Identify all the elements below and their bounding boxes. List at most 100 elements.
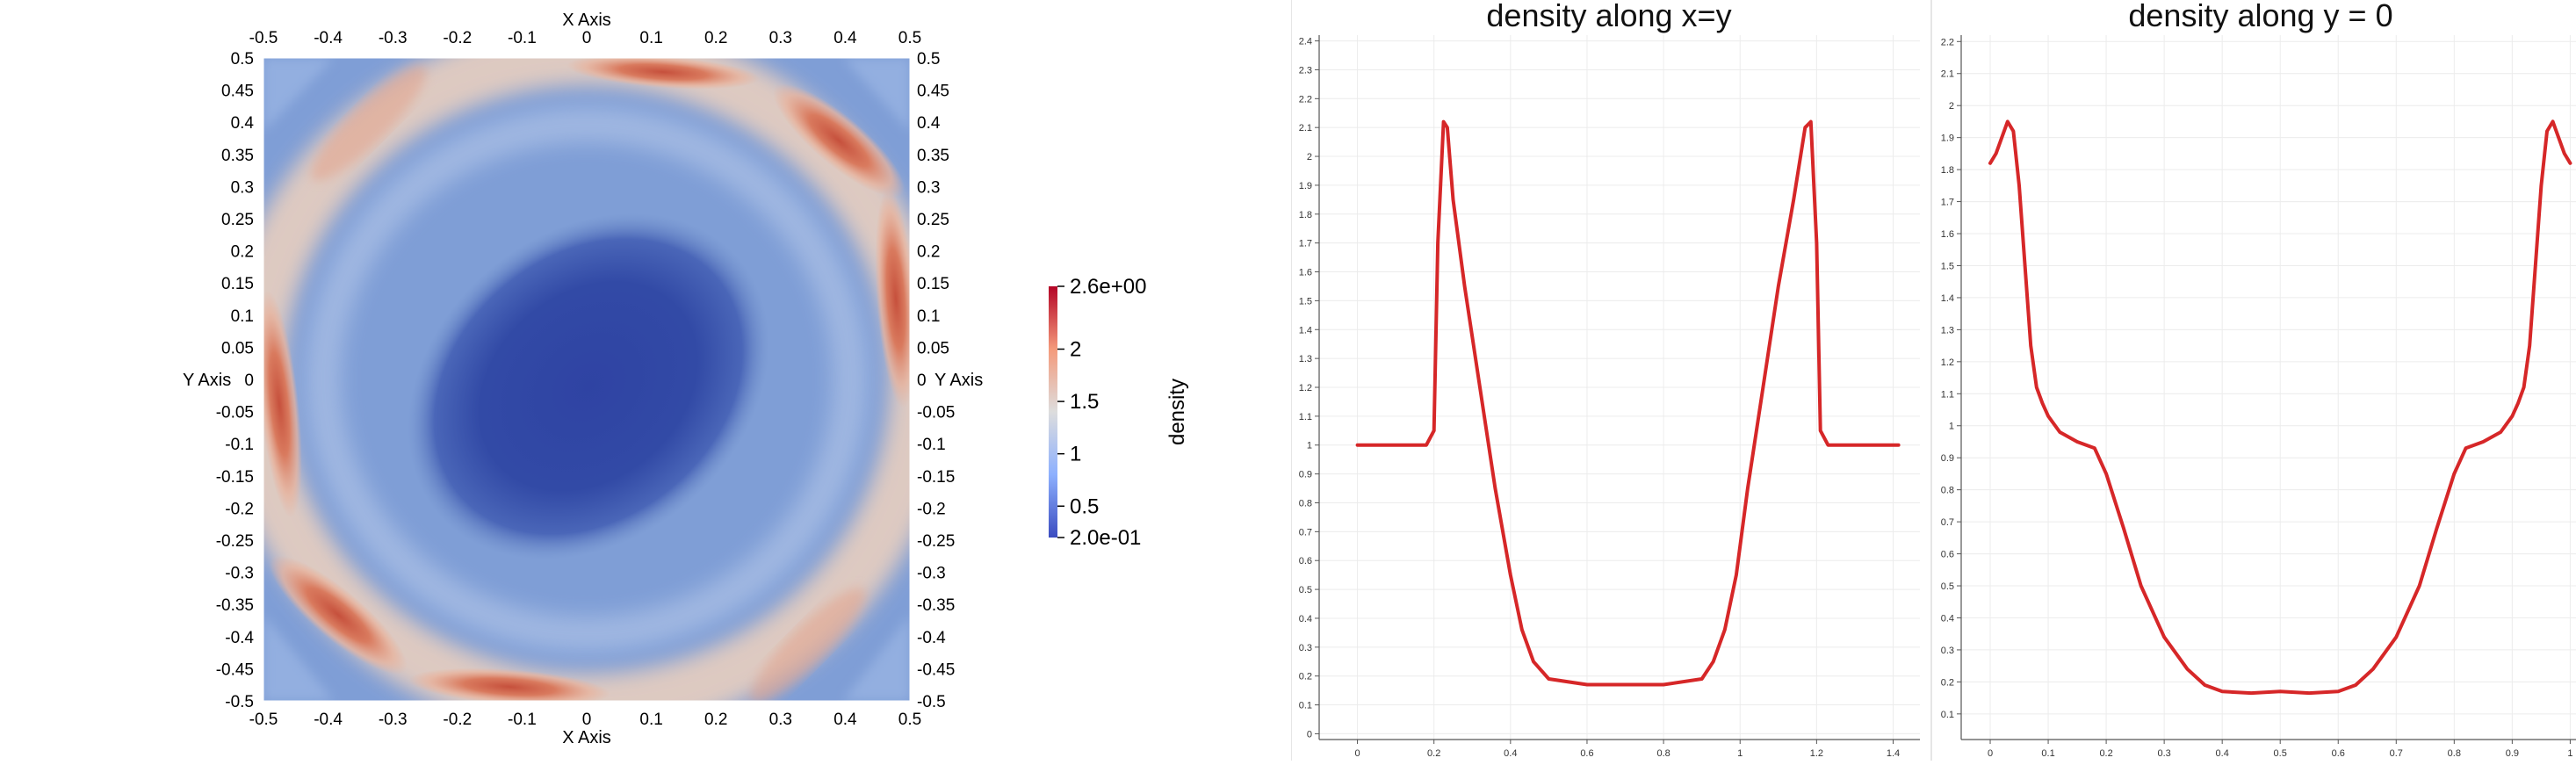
y-tick-label: -0.35 [917,596,955,615]
y-tick-label: 0.35 [917,147,949,165]
x-tick-label: -0.4 [314,711,343,729]
colorbar-tick-label: 2 [1070,338,1081,362]
density-horizontal-panel: density along y = 0 0 0.1 0.2 0.3 0.4 0.5 0.6 0… [1932,0,2576,761]
data-point [1735,574,1738,577]
colorbar-tick-label: 2.0e-01 [1070,526,1141,550]
y-tick-label: -0.05 [917,404,955,422]
x-tick-label: 0.4 [833,29,857,47]
data-point [1425,444,1428,447]
y-tick-label: 0.05 [917,339,949,357]
chart-title: density along x=y [1486,0,1731,33]
y-tick-label: 0.4 [1299,614,1312,624]
colorbar-tick-label: 0.5 [1070,494,1099,518]
y-tick-label: -0.5 [917,693,946,711]
data-point [1436,242,1440,245]
y-tick-label: 0.2 [1299,672,1312,682]
data-point [1509,574,1512,577]
x-tick-label: 0.9 [2506,748,2519,759]
x-tick-label: -0.2 [443,711,472,729]
data-point [2522,386,2526,389]
y-tick-label: 0.5 [1299,585,1312,595]
y-tick-label: 0.3 [231,178,254,197]
data-point [2104,472,2108,476]
x-tick-label: 0.2 [704,711,727,729]
x-tick-label: 0.5 [898,29,921,47]
data-point [1712,660,1715,663]
y-tick-label: -0.05 [216,404,254,422]
data-point [1777,285,1780,288]
x-tick-label: -0.1 [508,711,537,729]
data-point [2278,689,2282,693]
y-tick-label: 2.3 [1299,65,1312,76]
y-axis-right-ticks: 0.5 0.45 0.4 0.35 0.3 0.25 0.2 0.15 0.1 0.05 0 -0.0… [917,50,955,711]
y-tick-label: 0.1 [1299,701,1312,711]
data-point [2249,691,2253,695]
x-tick-label: 0.2 [1427,748,1440,759]
y-tick-label: 0.1 [917,307,940,326]
y-tick-label: 1.3 [1941,325,1954,336]
y-tick-label: -0.1 [917,436,946,454]
x-tick-label: 1.2 [1810,748,1823,759]
y-tick-label: 0.1 [1941,710,1954,720]
data-point [1441,120,1446,124]
x-tick-label: 0.1 [639,29,662,47]
y-tick-label: 0.8 [1299,498,1312,509]
y-tick-label: 1.9 [1299,181,1312,191]
x-axis-ticks: 0 0.2 0.4 0.6 0.8 1 1.2 1.4 [1355,748,1901,759]
series [1988,119,2572,696]
y-tick-label: 0.4 [1941,613,1954,624]
y-tick-label: 0.3 [917,178,940,197]
y-tick-label: 1.8 [1299,210,1312,220]
data-point [2203,683,2206,687]
x-tick-label: 0.4 [2216,748,2229,759]
y-tick-label: 0 [244,372,254,390]
data-point [1446,126,1449,129]
data-point [2539,184,2543,187]
y-tick-label: 1.2 [1941,357,1954,368]
y-tick-label: -0.1 [225,436,254,454]
data-point [2006,119,2010,124]
data-point [2093,446,2096,450]
x-tick-label: 0.7 [2390,748,2403,759]
data-point [2394,635,2398,639]
data-point [1478,386,1482,389]
y-tick-label: 1.5 [1299,296,1312,307]
data-point [2029,344,2032,348]
y-tick-label: 0.25 [917,211,949,229]
y-tick-label: 0.6 [1299,556,1312,567]
axes [1957,35,2576,744]
y-tick-label: 1.6 [1299,268,1312,278]
x-tick-label: 0.6 [2332,748,2345,759]
data-point [1700,677,1704,681]
data-point [1819,429,1822,432]
x-tick-label: -0.5 [249,711,278,729]
y-tick-label: 2 [1307,152,1312,162]
data-point [2075,440,2079,444]
density-heatmap-panel: -0.5 -0.4 -0.3 -0.2 -0.1 0 0.1 0.2 0.3 0.4 0.5 -0.… [0,0,1265,761]
y-tick-label: 0.15 [917,275,949,293]
colorbar-tick-label: 1 [1070,443,1081,466]
y-tick-label: 1.7 [1941,198,1954,208]
data-point [1547,677,1551,681]
grid [1961,35,2576,740]
y-tick-label: 2.2 [1299,94,1312,105]
data-point [1815,242,1818,245]
data-point [2058,430,2061,434]
y-tick-label: -0.15 [917,468,955,487]
data-point [2371,668,2375,671]
x-tick-label: 0.1 [639,711,662,729]
y-tick-label: 1.4 [1299,325,1312,336]
y-tick-label: 1.1 [1941,389,1954,400]
y-tick-label: 0.4 [231,114,255,133]
y-tick-label: 1 [1307,441,1312,451]
data-point [2035,386,2038,389]
x-tick-label: 0.4 [833,711,857,729]
y-tick-label: -0.3 [917,565,946,583]
plot-frame [263,57,911,702]
density-along-diagonal-chart: density along x=y 0 0.2 0.4 0.6 0.8 1 1.2 1.4 0… [1290,0,1932,761]
data-point [2464,446,2468,450]
axes [1315,35,1920,744]
data-point [2017,184,2021,187]
data-point [1493,487,1497,490]
data-point [1662,682,1665,687]
